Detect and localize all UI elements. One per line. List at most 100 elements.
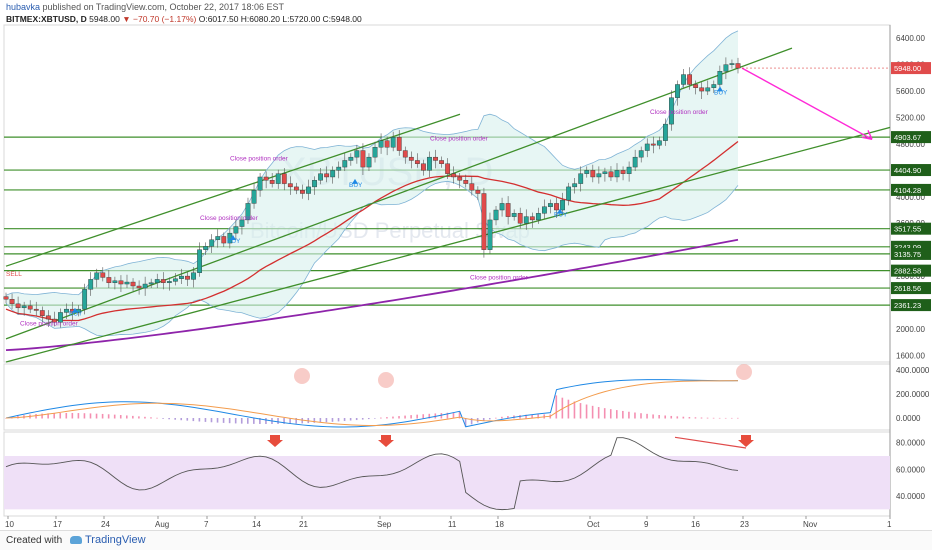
level-price-tag <box>891 131 931 144</box>
macd-histogram-bar <box>325 418 328 423</box>
x-axis-label: Aug <box>155 520 169 529</box>
candle-body <box>324 173 330 178</box>
candle-body <box>711 84 717 88</box>
candle-body <box>293 186 299 191</box>
macd-histogram-bar <box>180 418 183 421</box>
candle-body <box>705 87 711 92</box>
candle-body <box>239 219 245 227</box>
rsi-band <box>4 456 890 510</box>
candle-body <box>3 296 9 300</box>
macd-histogram-bar <box>156 417 158 419</box>
level-price-tag <box>891 282 931 295</box>
x-axis-label: Nov <box>803 520 817 529</box>
candle-body <box>245 203 251 221</box>
macd-histogram-bar <box>561 397 564 419</box>
macd-histogram-bar <box>609 409 612 419</box>
macd-histogram-bar <box>622 410 624 419</box>
chart-canvas[interactable]: XBTUSD, DBitcoin/USD Perpetual Swap6400.… <box>0 0 932 530</box>
macd-histogram-bar <box>616 410 618 419</box>
tradingview-logo[interactable]: TradingView <box>70 534 146 546</box>
macd-histogram-bar <box>277 418 279 424</box>
level-price-label: 4903.67 <box>894 133 921 142</box>
x-axis-label: 14 <box>252 520 261 529</box>
macd-histogram-bar <box>410 415 412 419</box>
candle-body <box>451 173 457 178</box>
candle-body <box>481 193 487 250</box>
candle-body <box>427 156 432 171</box>
candle-body <box>318 173 323 181</box>
symbol-legend: BITMEX:XBTUSD, D 5948.00 ▼ −70.70 (−1.17… <box>6 14 362 24</box>
candle-body <box>64 308 69 313</box>
macd-histogram-bar <box>712 417 715 419</box>
macd-histogram-bar <box>507 416 509 419</box>
sell-signal-label: SELL <box>6 271 22 278</box>
candle-body <box>554 203 559 211</box>
created-with-label: Created with <box>6 535 63 546</box>
macd-tick-label: 200.0000 <box>896 390 930 399</box>
footer-bar: Created with TradingView <box>0 530 932 550</box>
macd-histogram-bar <box>634 412 636 419</box>
macd-histogram-bar <box>380 417 382 419</box>
candle-body <box>378 140 384 148</box>
macd-histogram-bar <box>658 414 660 419</box>
macd-histogram-bar <box>41 413 43 419</box>
macd-histogram-bar <box>718 417 721 419</box>
macd-histogram-bar <box>5 418 7 419</box>
x-axis-label: 23 <box>740 520 749 529</box>
macd-histogram-bar <box>501 416 503 419</box>
macd-histogram-bar <box>361 418 364 420</box>
macd-histogram-bar <box>446 412 449 419</box>
candle-body <box>136 285 142 289</box>
candle-body <box>197 249 202 273</box>
projection-arrow <box>741 67 873 140</box>
candle-body <box>699 87 705 92</box>
candle-body <box>487 219 493 250</box>
macd-histogram-bar <box>234 418 237 424</box>
divergence-circle <box>294 368 310 384</box>
x-axis-label: 9 <box>644 520 649 529</box>
level-price-label: 3517.55 <box>894 225 921 234</box>
divergence-circle <box>736 364 752 380</box>
macd-histogram-bar <box>525 414 527 419</box>
macd-histogram-bar <box>682 416 685 419</box>
macd-histogram-bar <box>222 418 225 423</box>
x-axis-label: Oct <box>587 520 600 529</box>
candle-body <box>735 63 741 69</box>
candle-body <box>681 74 686 85</box>
candle-body <box>535 213 541 221</box>
macd-histogram-bar <box>210 418 213 423</box>
macd-histogram-bar <box>374 418 376 419</box>
rsi-down-arrow-icon <box>738 435 754 447</box>
buy-arrow-icon <box>717 86 723 92</box>
close-position-label: Close position order <box>430 136 489 143</box>
candle-body <box>27 305 33 310</box>
candle-body <box>523 216 529 224</box>
candle-body <box>675 84 680 98</box>
macd-histogram-bar <box>458 412 461 419</box>
candle-body <box>275 173 281 184</box>
close-position-label: Close position order <box>200 215 259 222</box>
author-link[interactable]: hubavka <box>6 2 41 12</box>
price-tick-label: 6400.00 <box>896 34 925 43</box>
x-axis-label: 1 <box>887 520 892 529</box>
candle-body <box>112 280 118 283</box>
candle-body <box>723 64 729 72</box>
macd-histogram-bar <box>585 404 588 419</box>
level-price-tag <box>891 164 931 177</box>
macd-histogram-bar <box>265 418 267 425</box>
macd-histogram-bar <box>198 418 201 422</box>
buy-arrow-icon <box>72 307 78 313</box>
candle-body <box>15 303 21 309</box>
candle-body <box>203 246 209 250</box>
macd-histogram-bar <box>204 418 207 422</box>
macd-histogram-bar <box>482 418 485 421</box>
macd-histogram-bar <box>579 403 582 419</box>
last-price: 5948.00 <box>89 14 120 24</box>
macd-histogram-bar <box>597 407 600 419</box>
candle-body <box>663 123 668 141</box>
macd-histogram-bar <box>706 417 709 419</box>
macd-histogram-bar <box>730 417 733 419</box>
candle-body <box>433 156 438 161</box>
macd-histogram-bar <box>573 401 576 419</box>
macd-histogram-bar <box>216 418 219 423</box>
